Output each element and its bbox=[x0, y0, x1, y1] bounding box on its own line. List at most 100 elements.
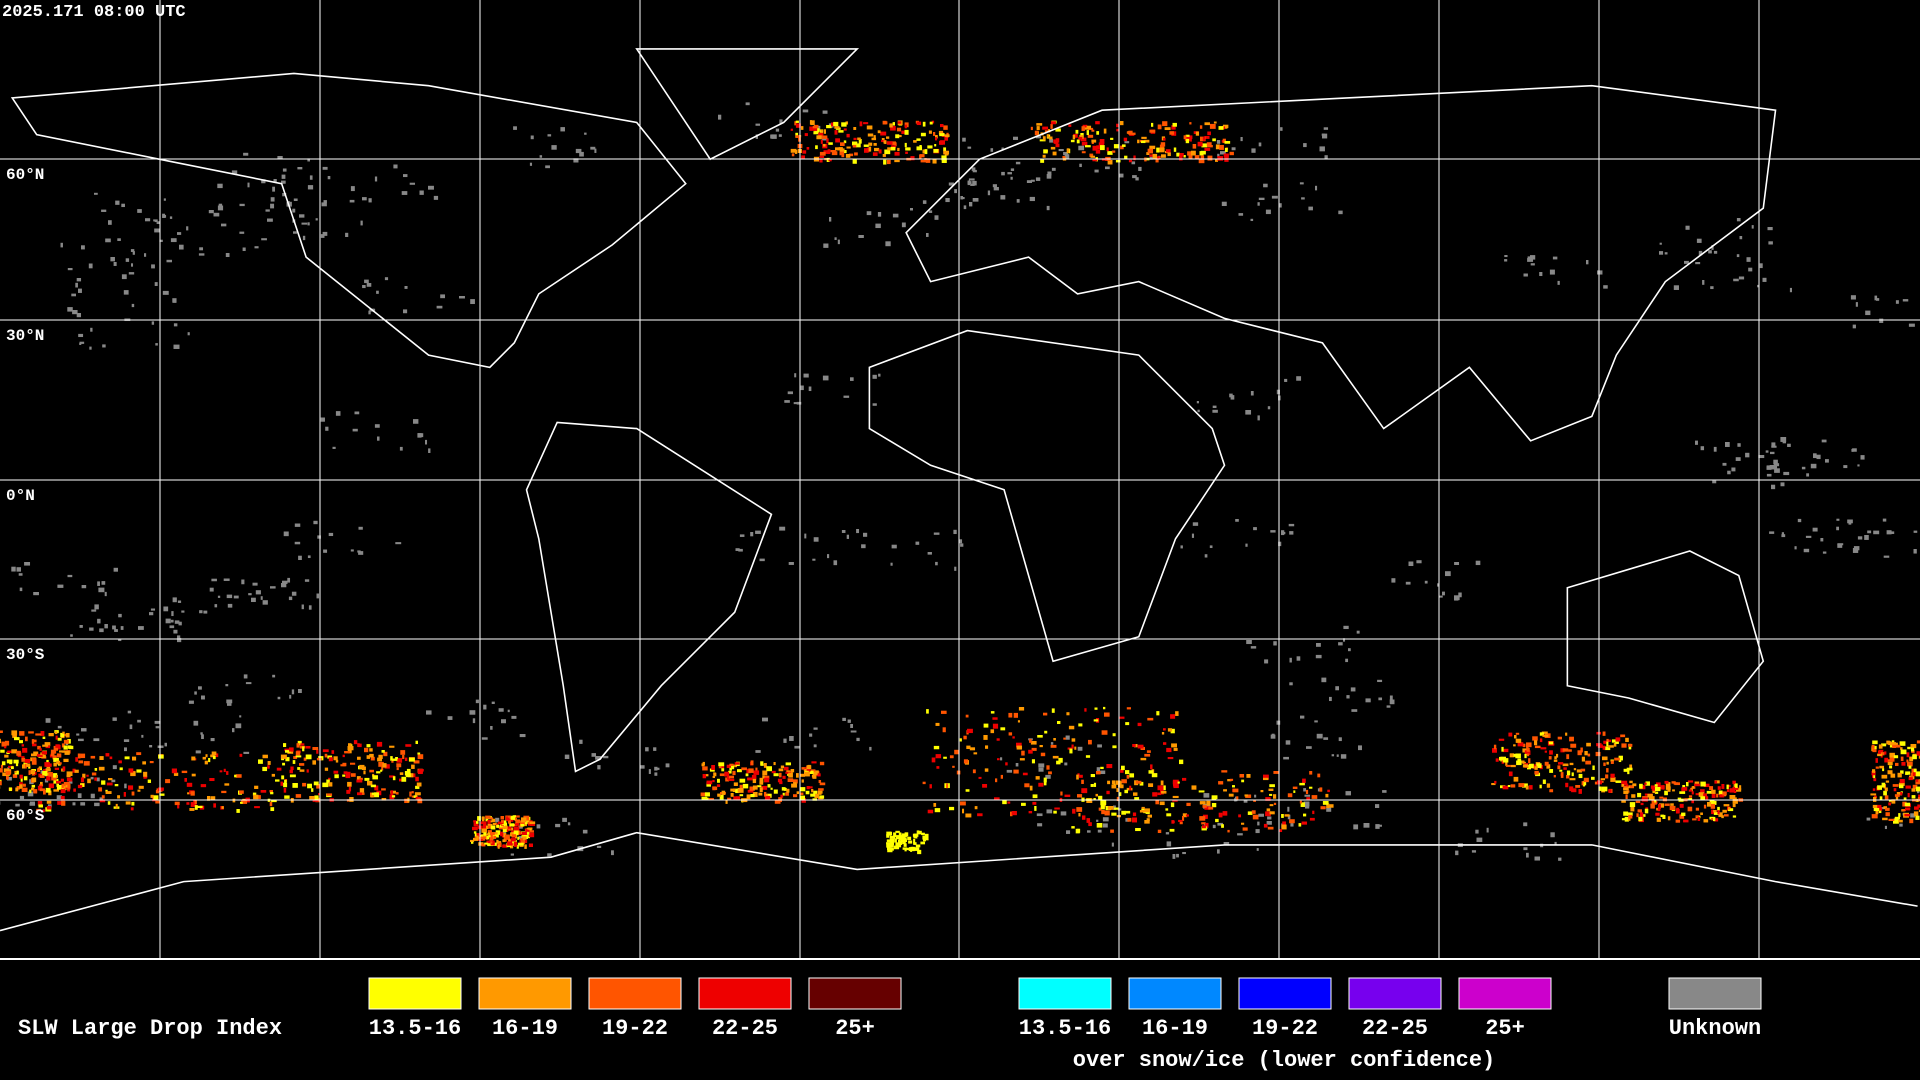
cloud-pixel bbox=[1774, 464, 1778, 469]
cloud-pixel bbox=[1029, 785, 1033, 791]
cloud-pixel bbox=[789, 736, 794, 741]
cloud-pixel bbox=[201, 734, 204, 740]
cloud-pixel bbox=[1050, 121, 1056, 125]
cloud-pixel bbox=[1078, 774, 1083, 778]
cloud-pixel bbox=[1292, 786, 1298, 789]
cloud-pixel bbox=[1722, 791, 1727, 796]
cloud-pixel bbox=[1695, 262, 1701, 265]
cloud-pixel bbox=[117, 238, 121, 241]
cloud-pixel bbox=[734, 762, 740, 765]
cloud-pixel bbox=[1670, 803, 1674, 806]
cloud-pixel bbox=[411, 791, 414, 794]
cloud-pixel bbox=[179, 244, 184, 250]
cloud-pixel bbox=[1008, 712, 1013, 718]
cloud-pixel bbox=[297, 740, 302, 746]
cloud-pixel bbox=[62, 731, 65, 734]
cloud-pixel bbox=[19, 587, 23, 592]
cloud-pixel bbox=[1665, 786, 1671, 790]
legend-label: 25+ bbox=[1485, 1016, 1525, 1041]
cloud-pixel bbox=[276, 767, 282, 771]
cloud-pixel bbox=[872, 374, 877, 379]
cloud-pixel bbox=[187, 792, 190, 795]
cloud-pixel bbox=[966, 745, 971, 750]
cloud-pixel bbox=[186, 802, 190, 805]
cloud-pixel bbox=[1172, 854, 1176, 859]
cloud-pixel bbox=[786, 770, 791, 773]
cloud-pixel bbox=[1096, 767, 1100, 772]
cloud-pixel bbox=[260, 790, 267, 793]
cloud-pixel bbox=[55, 744, 60, 748]
cloud-pixel bbox=[1104, 712, 1110, 717]
cloud-pixel bbox=[67, 783, 71, 789]
cloud-pixel bbox=[811, 774, 816, 778]
cloud-pixel bbox=[1268, 788, 1274, 791]
cloud-pixel bbox=[505, 825, 508, 830]
cloud-pixel bbox=[144, 776, 148, 779]
cloud-pixel bbox=[46, 765, 51, 769]
cloud-pixel bbox=[469, 710, 476, 715]
cloud-pixel bbox=[1899, 779, 1905, 784]
cloud-pixel bbox=[1105, 166, 1110, 170]
cloud-pixel bbox=[748, 768, 754, 773]
cloud-pixel bbox=[291, 689, 295, 695]
cloud-pixel bbox=[217, 595, 221, 598]
cloud-pixel bbox=[1097, 744, 1102, 748]
cloud-pixel bbox=[303, 757, 307, 761]
cloud-pixel bbox=[1267, 406, 1271, 410]
cloud-pixel bbox=[239, 203, 245, 207]
cloud-pixel bbox=[1316, 733, 1323, 739]
cloud-pixel bbox=[501, 820, 504, 823]
cloud-pixel bbox=[67, 789, 71, 792]
cloud-pixel bbox=[1654, 800, 1657, 803]
cloud-pixel bbox=[1623, 787, 1629, 791]
cloud-pixel bbox=[1602, 745, 1606, 750]
cloud-pixel bbox=[105, 789, 108, 793]
cloud-pixel bbox=[1160, 780, 1164, 786]
cloud-pixel bbox=[298, 555, 302, 561]
cloud-pixel bbox=[392, 776, 396, 781]
cloud-pixel bbox=[1758, 455, 1765, 459]
cloud-pixel bbox=[357, 743, 360, 747]
cloud-pixel bbox=[1732, 780, 1736, 785]
cloud-pixel bbox=[524, 839, 528, 844]
cloud-pixel bbox=[1571, 772, 1574, 777]
cloud-pixel bbox=[1732, 787, 1739, 790]
cloud-pixel bbox=[1111, 842, 1114, 847]
cloud-pixel bbox=[94, 604, 99, 610]
cloud-pixel bbox=[45, 768, 51, 772]
cloud-pixel bbox=[1570, 743, 1577, 748]
cloud-pixel bbox=[1046, 134, 1050, 138]
cloud-pixel bbox=[56, 783, 60, 787]
cloud-pixel bbox=[1660, 814, 1664, 818]
cloud-pixel bbox=[488, 820, 493, 823]
cloud-pixel bbox=[1055, 128, 1061, 132]
cloud-pixel bbox=[1176, 853, 1179, 858]
cloud-pixel bbox=[1134, 797, 1140, 800]
cloud-pixel bbox=[1309, 817, 1315, 821]
cloud-pixel bbox=[1654, 791, 1659, 794]
cloud-pixel bbox=[1080, 137, 1087, 142]
cloud-pixel bbox=[404, 798, 409, 804]
cloud-pixel bbox=[360, 220, 363, 226]
cloud-pixel bbox=[403, 174, 408, 178]
cloud-pixel bbox=[270, 586, 276, 589]
cloud-pixel bbox=[1594, 781, 1599, 785]
cloud-pixel bbox=[487, 823, 493, 827]
cloud-pixel bbox=[322, 749, 329, 753]
cloud-pixel bbox=[243, 674, 248, 679]
cloud-pixel bbox=[1157, 792, 1162, 796]
cloud-pixel bbox=[784, 400, 790, 403]
cloud-pixel bbox=[78, 288, 82, 293]
cloud-pixel bbox=[1228, 793, 1234, 797]
cloud-pixel bbox=[488, 835, 493, 838]
cloud-pixel bbox=[1309, 771, 1313, 775]
cloud-pixel bbox=[38, 766, 42, 769]
cloud-pixel bbox=[820, 139, 823, 144]
cloud-pixel bbox=[105, 753, 110, 757]
cloud-pixel bbox=[194, 805, 198, 810]
cloud-pixel bbox=[835, 138, 841, 143]
cloud-pixel bbox=[958, 539, 963, 544]
cloud-pixel bbox=[1148, 770, 1154, 774]
cloud-pixel bbox=[56, 785, 62, 790]
